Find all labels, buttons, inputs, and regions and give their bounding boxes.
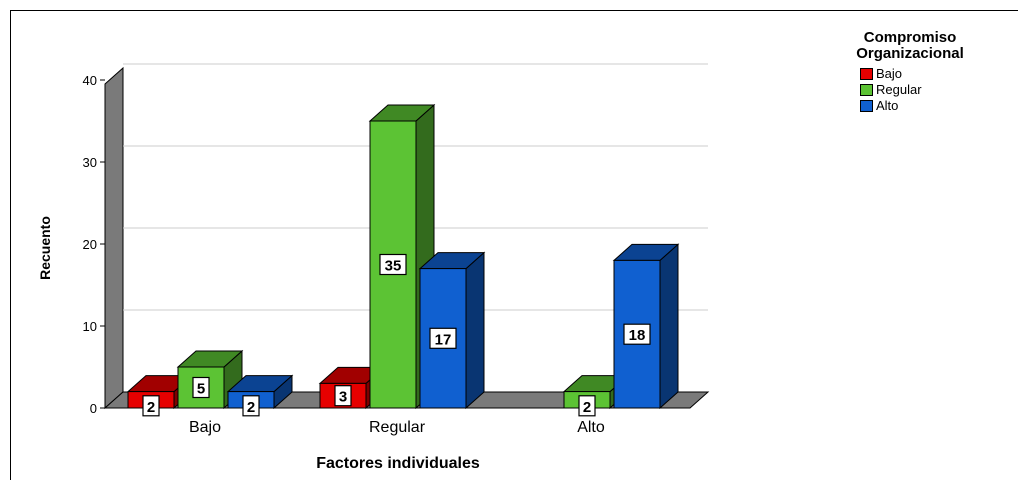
x-axis-title: Factores individuales xyxy=(316,455,480,472)
data-label-box xyxy=(242,395,260,417)
data-label-box xyxy=(142,395,160,417)
y-axis-title: Recuento xyxy=(37,216,53,280)
bar-bajo-alto: 2 xyxy=(226,374,294,417)
legend-label-alto: Alto xyxy=(876,98,899,113)
legend-swatch-bajo xyxy=(860,68,873,80)
data-label: 2 xyxy=(583,399,591,416)
legend-item-bajo: Bajo xyxy=(860,66,1000,82)
legend-item-regular: Regular xyxy=(860,82,1000,98)
y-tick-label: 20 xyxy=(83,237,97,252)
legend: Compromiso Organizacional Bajo Regular A… xyxy=(820,30,1000,114)
legend-item-alto: Alto xyxy=(860,98,1000,114)
data-label-box xyxy=(429,327,457,349)
y-tick-label: 40 xyxy=(83,73,97,88)
data-label-box xyxy=(192,376,210,399)
legend-title-line-1: Compromiso xyxy=(863,29,957,46)
bar-front xyxy=(177,366,225,409)
bar-regular-alto: 17 xyxy=(418,251,486,410)
bar-group-regular: 3 35 17 xyxy=(318,103,486,410)
bar-regular-regular: 35 xyxy=(368,103,436,410)
chart-frame xyxy=(10,10,1018,480)
bar-bajo-regular: 5 xyxy=(176,349,244,410)
y-tick-label: 0 xyxy=(90,401,97,416)
data-label: 3 xyxy=(339,389,347,406)
data-label: 2 xyxy=(247,399,255,416)
bar-group-alto: 2 18 xyxy=(562,243,680,417)
data-label-box xyxy=(623,323,651,345)
x-tick-label-regular: Regular xyxy=(369,419,426,436)
bar-side xyxy=(659,243,679,410)
data-label: 35 xyxy=(385,258,402,275)
legend-swatch-regular xyxy=(860,84,873,96)
legend-title-line-2: Organizacional xyxy=(856,45,964,62)
data-label-box xyxy=(578,395,596,417)
data-label: 18 xyxy=(629,327,646,344)
legend-label-bajo: Bajo xyxy=(876,66,903,81)
data-label: 2 xyxy=(147,399,155,416)
x-tick-label-bajo: Bajo xyxy=(189,419,221,436)
data-label: 17 xyxy=(435,331,452,348)
data-label: 5 xyxy=(197,381,205,398)
bar-alto-alto: 18 xyxy=(612,243,680,410)
legend-label-regular: Regular xyxy=(876,82,922,97)
y-tick-label: 30 xyxy=(83,155,97,170)
legend-swatch-alto xyxy=(860,100,873,112)
data-label-box xyxy=(334,385,352,407)
data-label-box xyxy=(379,253,407,276)
left-wall xyxy=(104,66,124,410)
bar-group-bajo: 2 5 2 xyxy=(126,349,294,417)
bar-side xyxy=(465,251,485,410)
y-tick-label: 10 xyxy=(83,319,97,334)
x-tick-label-alto: Alto xyxy=(577,419,605,436)
